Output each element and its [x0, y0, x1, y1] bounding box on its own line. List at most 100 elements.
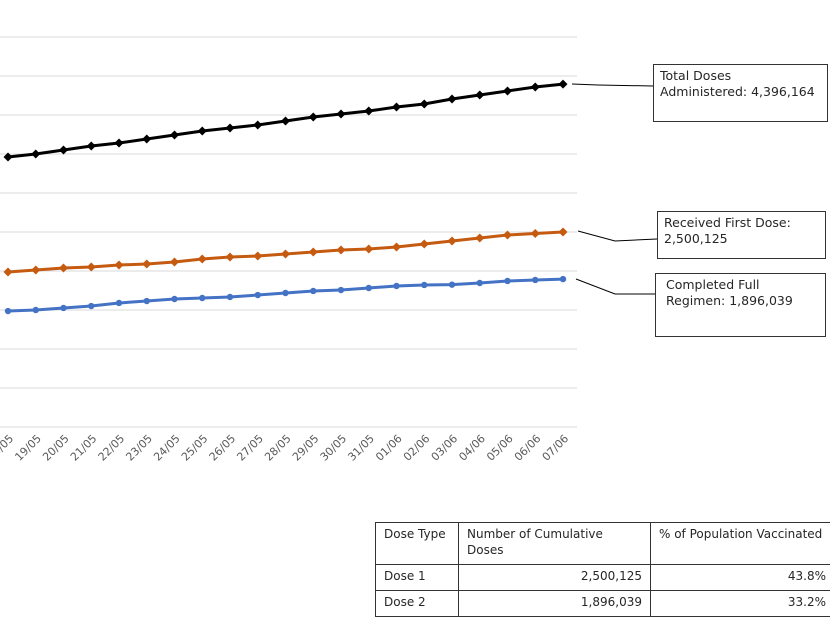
marker — [530, 229, 540, 239]
x-tick-label: 19/05 — [12, 432, 44, 464]
marker — [4, 307, 12, 315]
marker — [254, 291, 261, 299]
table-cell: Dose 2 — [375, 590, 459, 617]
marker — [115, 299, 123, 307]
marker — [86, 141, 96, 151]
marker — [60, 304, 67, 312]
x-tick-label: 18/05 — [0, 432, 16, 464]
marker — [225, 252, 235, 262]
marker — [308, 112, 318, 122]
marker — [392, 102, 401, 112]
annotation: Total Doses Administered: 4,396,164 — [653, 64, 828, 122]
marker — [282, 289, 289, 297]
x-tick-label: 05/06 — [484, 432, 516, 464]
marker — [114, 138, 124, 148]
x-tick-label: 01/06 — [373, 432, 405, 464]
x-tick-label: 29/05 — [290, 432, 322, 464]
marker — [170, 130, 179, 140]
x-tick-label: 02/06 — [401, 432, 433, 464]
marker — [3, 267, 13, 277]
marker — [308, 247, 318, 257]
x-tick-label: 31/05 — [345, 432, 377, 464]
table-cell: 33.2% — [650, 590, 830, 617]
marker — [253, 251, 263, 261]
x-tick-label: 30/05 — [318, 432, 350, 464]
marker — [253, 120, 263, 130]
x-tick-label: 04/06 — [456, 432, 488, 464]
marker — [86, 262, 96, 272]
marker — [197, 126, 207, 136]
x-tick-label: 03/06 — [429, 432, 461, 464]
marker — [532, 276, 539, 284]
marker — [475, 90, 485, 100]
x-tick-label: 23/05 — [123, 432, 155, 464]
marker — [336, 109, 346, 119]
marker — [3, 152, 13, 162]
marker — [392, 242, 401, 252]
marker — [143, 297, 150, 305]
x-tick-label: 25/05 — [179, 432, 211, 464]
marker — [88, 302, 95, 310]
marker — [31, 265, 41, 275]
table-cell: 43.8% — [650, 564, 830, 591]
table-cell: 1,896,039 — [458, 590, 651, 617]
marker — [199, 294, 206, 302]
marker — [171, 295, 178, 303]
table-cell: 2,500,125 — [458, 564, 651, 591]
x-tick-label: 27/05 — [234, 432, 266, 464]
x-tick-label: 21/05 — [68, 432, 100, 464]
marker — [336, 245, 346, 255]
table-header: Number of Cumulative Doses — [458, 522, 651, 565]
dose-table: Dose Type Number of Cumulative Doses % o… — [375, 522, 830, 617]
marker — [114, 260, 124, 270]
marker — [197, 254, 207, 264]
x-tick-label: 20/05 — [40, 432, 72, 464]
marker — [476, 279, 483, 287]
x-tick-label: 07/06 — [540, 432, 572, 464]
marker — [530, 82, 540, 92]
annotation: Received First Dose: 2,500,125 — [657, 211, 826, 259]
marker — [281, 116, 290, 126]
marker — [310, 287, 317, 295]
marker — [31, 149, 41, 159]
marker — [364, 106, 374, 116]
leader-line — [577, 230, 658, 242]
marker — [503, 230, 512, 240]
marker — [448, 281, 456, 288]
x-tick-label: 24/05 — [151, 432, 183, 464]
leader-line — [575, 278, 655, 295]
marker — [447, 94, 457, 104]
marker — [59, 263, 68, 273]
marker — [226, 293, 234, 301]
marker — [170, 257, 179, 267]
marker — [419, 239, 429, 249]
marker — [225, 123, 235, 133]
table-cell: Dose 1 — [375, 564, 459, 591]
marker — [558, 79, 568, 89]
marker — [364, 244, 374, 254]
marker — [365, 284, 372, 292]
x-tick-label: 28/05 — [262, 432, 294, 464]
marker — [558, 227, 568, 237]
x-tick-label: 22/05 — [96, 432, 128, 464]
leader-line — [571, 83, 654, 87]
marker — [504, 277, 511, 285]
marker — [421, 281, 428, 289]
marker — [503, 86, 512, 96]
marker — [59, 145, 68, 155]
marker — [559, 275, 567, 283]
marker — [337, 286, 345, 294]
marker — [142, 134, 152, 144]
marker — [447, 236, 457, 246]
table-header: % of Population Vaccinated — [650, 522, 830, 565]
marker — [393, 282, 400, 290]
marker — [281, 249, 290, 259]
x-tick-label: 06/06 — [512, 432, 544, 464]
marker — [475, 233, 485, 243]
marker — [142, 259, 152, 269]
marker — [419, 99, 429, 109]
marker — [32, 306, 39, 314]
annotation: Completed Full Regimen: 1,896,039 — [655, 273, 826, 337]
